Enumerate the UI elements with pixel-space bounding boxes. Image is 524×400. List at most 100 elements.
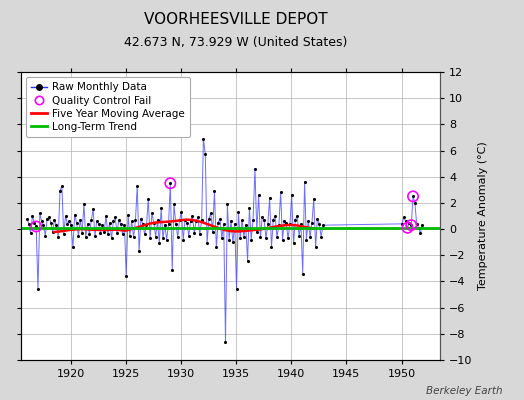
Point (100, 228, 108, 235)
Point (67, 222, 75, 228)
Point (223, 201, 232, 208)
Point (271, 213, 279, 219)
Point (45, 214, 53, 220)
Point (47, 219, 55, 226)
Point (220, 221, 228, 227)
Point (407, 222, 416, 228)
Point (236, 235, 244, 242)
Point (48, 228, 57, 235)
Point (65, 218, 73, 224)
Point (120, 222, 128, 228)
Point (253, 228, 261, 235)
Point (280, 218, 289, 224)
Point (26, 230, 35, 236)
Point (228, 239, 237, 245)
Point (32, 223, 40, 230)
Point (133, 183, 141, 189)
Point (242, 222, 250, 228)
Point (409, 193, 417, 200)
Point (127, 218, 136, 224)
Point (43, 216, 51, 222)
Point (313, 216, 322, 222)
Point (306, 234, 314, 240)
Point (116, 221, 125, 227)
Point (102, 213, 110, 219)
Point (113, 230, 121, 236)
Point (401, 218, 410, 224)
Point (302, 236, 311, 243)
Point (293, 213, 301, 219)
Point (78, 230, 86, 236)
Point (315, 221, 323, 227)
Point (170, 201, 178, 208)
Point (187, 218, 195, 224)
Point (278, 236, 287, 243)
Point (157, 205, 166, 211)
Point (234, 209, 243, 215)
Point (179, 236, 188, 243)
Point (177, 209, 185, 215)
Point (231, 221, 239, 227)
Y-axis label: Temperature Anomaly (°C): Temperature Anomaly (°C) (478, 142, 488, 290)
Point (140, 231, 149, 238)
Point (245, 205, 254, 211)
Point (319, 222, 327, 228)
Point (39, 222, 48, 228)
Point (181, 217, 189, 223)
Point (400, 214, 408, 220)
Point (104, 231, 112, 238)
Point (176, 217, 184, 223)
Point (398, 221, 406, 227)
Point (149, 219, 158, 226)
Text: Berkeley Earth: Berkeley Earth (427, 386, 503, 396)
Point (183, 219, 191, 226)
Point (166, 180, 174, 186)
Point (407, 222, 416, 228)
Point (98, 222, 106, 228)
Point (72, 219, 81, 226)
Point (206, 210, 215, 216)
Point (199, 136, 208, 142)
Text: VOORHEESVILLE DEPOT: VOORHEESVILLE DEPOT (144, 12, 328, 27)
Point (82, 234, 90, 240)
Point (36, 210, 44, 216)
Point (34, 286, 42, 292)
Point (144, 196, 152, 202)
Point (96, 230, 105, 236)
Point (198, 217, 206, 223)
Point (161, 222, 169, 228)
Point (288, 192, 296, 198)
Point (266, 194, 274, 201)
Point (289, 240, 298, 247)
Point (58, 183, 66, 189)
Point (262, 235, 270, 242)
Point (137, 216, 145, 222)
Point (83, 221, 92, 227)
Point (403, 224, 412, 231)
Point (192, 218, 200, 224)
Point (85, 231, 94, 238)
Point (254, 192, 263, 198)
Point (256, 234, 265, 240)
Point (122, 273, 130, 280)
Point (409, 193, 417, 200)
Point (190, 230, 199, 236)
Point (203, 240, 211, 247)
Point (201, 151, 210, 158)
Point (209, 228, 217, 235)
Point (205, 216, 213, 222)
Point (188, 213, 196, 219)
Point (154, 217, 162, 223)
Point (300, 179, 309, 185)
Point (251, 166, 259, 172)
Point (411, 200, 419, 206)
Point (299, 270, 307, 277)
Point (87, 217, 95, 223)
Point (25, 221, 33, 227)
Point (267, 244, 276, 251)
Point (277, 189, 285, 196)
Point (212, 244, 221, 251)
Point (71, 212, 79, 218)
Point (165, 221, 173, 227)
Point (93, 218, 101, 224)
